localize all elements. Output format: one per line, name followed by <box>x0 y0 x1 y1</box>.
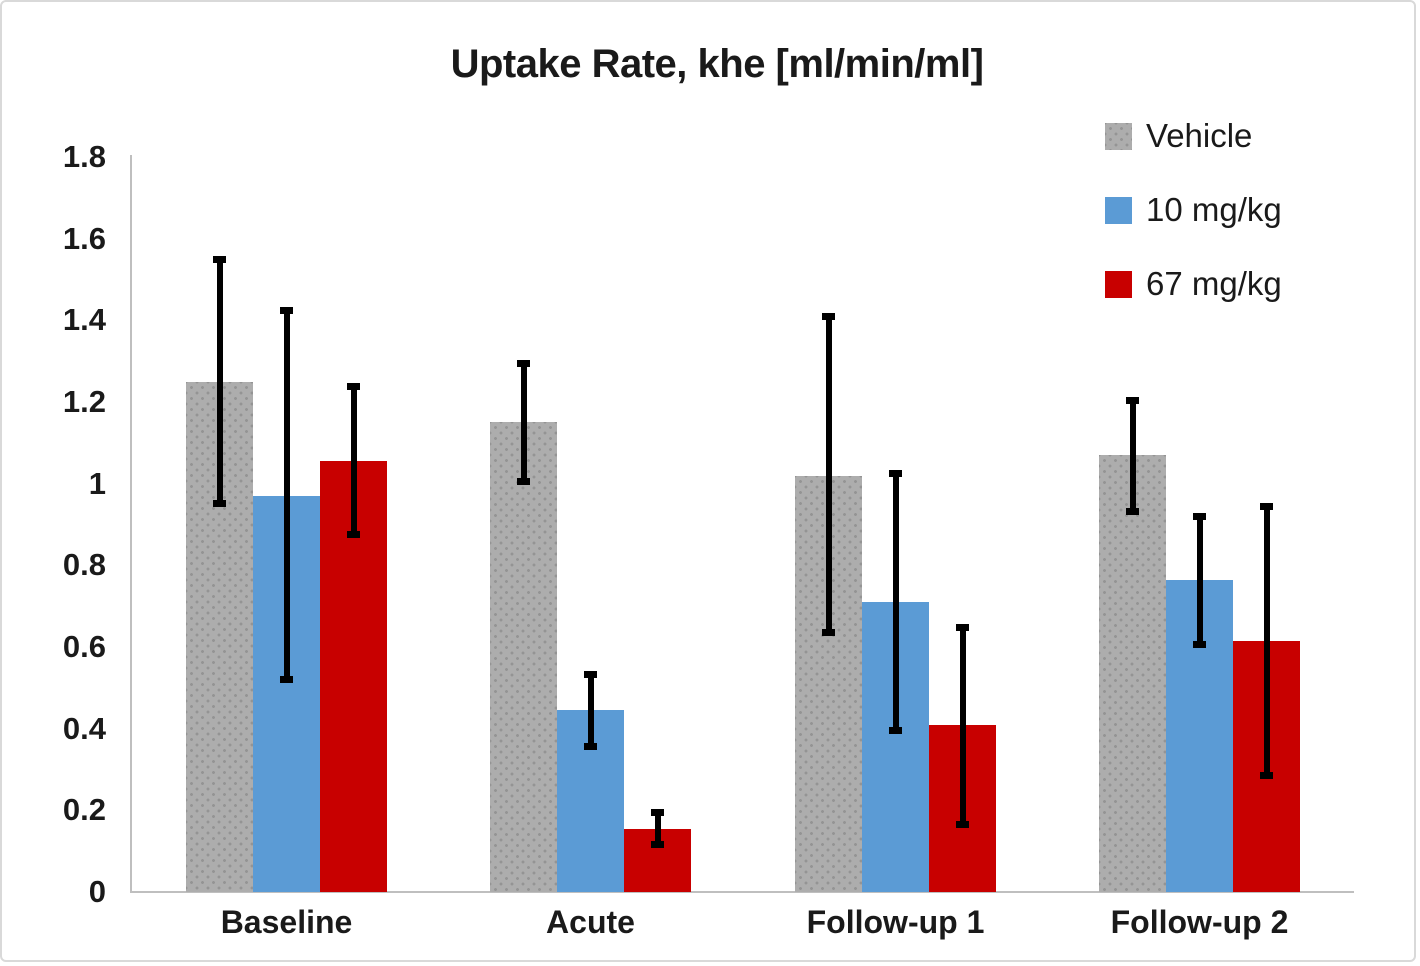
legend-swatch-10mgkg <box>1105 196 1132 224</box>
y-tick-label-0.8: 0.8 <box>62 547 106 583</box>
error-bar-67-mg-kg-follow-up-1 <box>959 624 966 827</box>
legend-item-10mgkg: 10 mg/kg <box>1105 190 1282 230</box>
y-tick-label-1.4: 1.4 <box>62 302 106 338</box>
legend-swatch-vehicle <box>1105 122 1132 150</box>
error-bar-67-mg-kg-baseline-top-cap <box>347 382 360 390</box>
error-bar-67-mg-kg-acute <box>654 810 661 848</box>
error-bar-vehicle-follow-up-1-top-cap <box>822 313 835 321</box>
x-category-label-follow-up-1: Follow-up 1 <box>806 904 985 940</box>
error-bar-67-mg-kg-acute-bottom-cap <box>651 841 664 849</box>
error-bar-vehicle-acute-top-cap <box>517 360 530 368</box>
y-tick-label-0.2: 0.2 <box>62 792 106 828</box>
error-bar-vehicle-acute <box>520 361 527 484</box>
error-bar-10-mg-kg-follow-up-1-top-cap <box>889 470 902 478</box>
error-bar-67-mg-kg-follow-up-2-top-cap <box>1260 503 1273 511</box>
error-bar-10-mg-kg-follow-up-2 <box>1196 514 1203 647</box>
legend-item-vehicle: Vehicle <box>1105 116 1282 156</box>
error-bar-10-mg-kg-follow-up-1-bottom-cap <box>889 726 902 734</box>
y-tick-label-1: 1 <box>88 465 106 501</box>
error-bar-67-mg-kg-follow-up-1-bottom-cap <box>956 820 969 828</box>
error-bar-67-mg-kg-follow-up-2-bottom-cap <box>1260 771 1273 779</box>
error-bar-10-mg-kg-acute-top-cap <box>584 670 597 678</box>
y-tick-label-0: 0 <box>88 874 106 909</box>
x-category-label-baseline: Baseline <box>220 904 353 940</box>
legend-item-67mgkg: 67 mg/kg <box>1105 264 1282 304</box>
error-bar-67-mg-kg-baseline <box>350 383 357 537</box>
error-bar-10-mg-kg-baseline-top-cap <box>280 307 293 315</box>
error-bar-10-mg-kg-acute-bottom-cap <box>584 743 597 751</box>
error-bar-67-mg-kg-follow-up-1-top-cap <box>956 623 969 631</box>
legend-label: 67 mg/kg <box>1146 265 1282 302</box>
error-bar-10-mg-kg-follow-up-2-top-cap <box>1193 513 1206 521</box>
bar-vehicle-acute <box>490 422 557 892</box>
chart-title: Uptake Rate, khe [ml/min/ml] <box>450 42 984 86</box>
x-category-label-follow-up-2: Follow-up 2 <box>1110 904 1289 940</box>
error-bar-vehicle-follow-up-1-bottom-cap <box>822 628 835 636</box>
y-axis-line <box>130 155 132 892</box>
error-bar-67-mg-kg-follow-up-2 <box>1263 504 1270 778</box>
y-tick-label-1.2: 1.2 <box>62 384 106 419</box>
error-bar-10-mg-kg-acute <box>587 671 594 750</box>
error-bar-vehicle-follow-up-2 <box>1129 397 1136 515</box>
error-bar-vehicle-acute-bottom-cap <box>517 477 530 485</box>
legend-swatch-67mgkg <box>1105 270 1132 298</box>
legend-label: Vehicle <box>1146 117 1253 154</box>
legend: Vehicle 10 mg/kg 67 mg/kg <box>1105 116 1282 338</box>
bar-vehicle-follow-up-2 <box>1099 455 1166 892</box>
error-bar-vehicle-baseline <box>216 257 223 507</box>
error-bar-vehicle-baseline-bottom-cap <box>213 500 226 508</box>
error-bar-67-mg-kg-baseline-bottom-cap <box>347 530 360 538</box>
error-bar-67-mg-kg-acute-top-cap <box>651 809 664 817</box>
x-category-label-acute: Acute <box>546 904 635 940</box>
y-tick-label-0.4: 0.4 <box>62 710 106 746</box>
y-tick-label-1.6: 1.6 <box>62 220 106 256</box>
legend-label: 10 mg/kg <box>1146 191 1282 228</box>
x-axis-line <box>130 891 1354 893</box>
error-bar-vehicle-follow-up-2-top-cap <box>1126 396 1139 404</box>
y-tick-label-1.8: 1.8 <box>62 139 106 174</box>
error-bar-10-mg-kg-follow-up-1 <box>892 471 899 733</box>
y-tick-label-0.6: 0.6 <box>62 629 106 664</box>
error-bar-10-mg-kg-baseline-bottom-cap <box>280 675 293 683</box>
error-bar-10-mg-kg-follow-up-2-bottom-cap <box>1193 641 1206 648</box>
error-bar-10-mg-kg-baseline <box>283 308 290 682</box>
error-bar-vehicle-follow-up-2-bottom-cap <box>1126 508 1139 516</box>
error-bar-vehicle-follow-up-1 <box>825 314 832 635</box>
error-bar-vehicle-baseline-top-cap <box>213 256 226 264</box>
